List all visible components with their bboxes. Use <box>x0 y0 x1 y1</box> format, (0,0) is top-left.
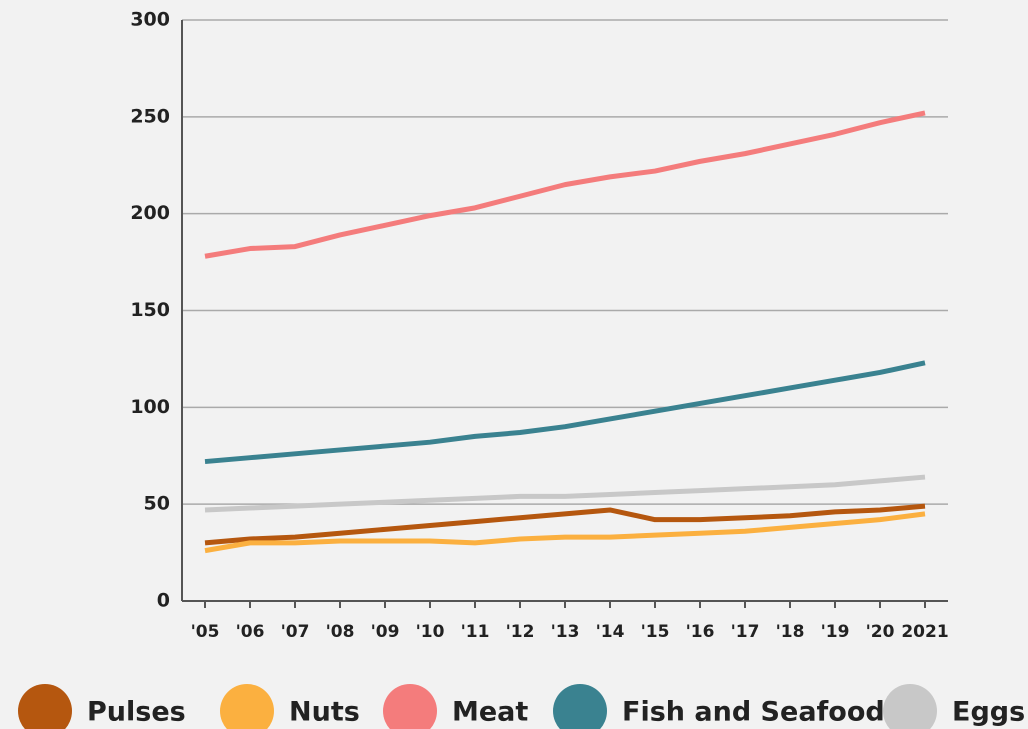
x-tick-label: '09 <box>371 622 400 642</box>
x-tick-label: '12 <box>506 622 535 642</box>
x-tick-label: '16 <box>686 622 715 642</box>
x-tick-label: 2021 <box>901 622 948 642</box>
legend-swatch <box>553 684 607 729</box>
x-tick-label: '17 <box>731 622 760 642</box>
x-tick-label: '07 <box>281 622 310 642</box>
line <box>204 110 926 259</box>
x-tick-label: '08 <box>326 622 355 642</box>
x-tick-label: '20 <box>866 622 895 642</box>
y-tick-label: 50 <box>144 493 170 515</box>
line <box>204 360 926 465</box>
x-tick-label: '19 <box>821 622 850 642</box>
legend-swatch <box>383 684 437 729</box>
legend-label: Nuts <box>289 697 360 728</box>
line <box>204 474 926 513</box>
y-tick-label: 150 <box>130 299 170 321</box>
y-tick-label: 300 <box>130 9 170 31</box>
legend-label: Eggs <box>952 697 1025 728</box>
legend-label: Pulses <box>87 697 186 728</box>
x-tick-label: '05 <box>191 622 220 642</box>
x-tick-label: '14 <box>596 622 625 642</box>
legend-label: Fish and Seafood <box>622 697 885 728</box>
y-tick-label: 0 <box>157 590 170 612</box>
x-tick-label: '13 <box>551 622 580 642</box>
x-tick-label: '10 <box>416 622 445 642</box>
legend-swatch <box>18 684 72 729</box>
line <box>204 503 926 546</box>
x-tick-label: '15 <box>641 622 670 642</box>
y-tick-label: 250 <box>130 105 170 127</box>
legend-swatch <box>220 684 274 729</box>
y-tick-label: 200 <box>130 202 170 224</box>
legend-swatch <box>883 684 937 729</box>
x-tick-label: '06 <box>236 622 265 642</box>
x-tick-label: '11 <box>461 622 490 642</box>
line <box>204 511 926 554</box>
x-tick-label: '18 <box>776 622 805 642</box>
legend-label: Meat <box>452 697 528 728</box>
y-tick-label: 100 <box>130 396 170 418</box>
